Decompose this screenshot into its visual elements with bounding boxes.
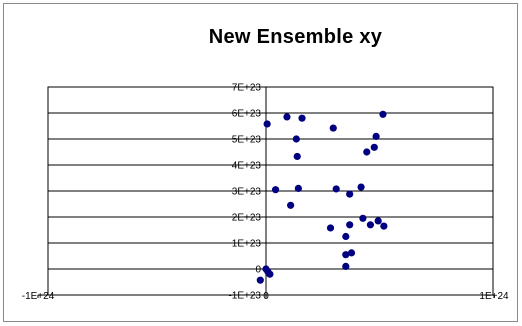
- y-tick-label: 3E+23: [232, 187, 262, 198]
- data-point: [379, 110, 387, 118]
- data-point: [266, 270, 274, 278]
- y-tick-label: 1E+23: [232, 239, 262, 250]
- data-point: [346, 190, 354, 198]
- data-point: [298, 114, 306, 122]
- data-point: [346, 221, 354, 229]
- data-point: [372, 132, 380, 140]
- data-point: [374, 217, 382, 225]
- y-tick-label: 0: [255, 265, 261, 276]
- data-point: [347, 249, 356, 257]
- x-tick-label: 0: [263, 291, 269, 302]
- chart-title: New Ensemble xy: [208, 26, 383, 48]
- data-point: [332, 185, 340, 193]
- data-point: [293, 152, 301, 161]
- data-point: [342, 262, 350, 270]
- data-point: [263, 120, 271, 128]
- y-tick-label: 5E+23: [232, 135, 262, 146]
- data-point: [357, 183, 365, 191]
- data-point: [342, 232, 350, 241]
- data-point: [287, 201, 295, 209]
- y-tick-label: 2E+23: [232, 213, 262, 224]
- y-tick-label: 6E+23: [232, 109, 262, 120]
- y-tick-label: 4E+23: [232, 161, 262, 172]
- data-point: [380, 222, 388, 230]
- data-point: [292, 135, 300, 143]
- data-point: [271, 186, 280, 194]
- data-point: [283, 113, 291, 121]
- data-point: [256, 276, 264, 284]
- data-point: [294, 184, 302, 192]
- data-point: [329, 124, 337, 132]
- data-point: [326, 224, 335, 232]
- y-tick-label: -1E+23: [228, 291, 261, 302]
- y-tick-label: 7E+23: [232, 83, 262, 94]
- data-point: [359, 214, 367, 222]
- data-point: [366, 221, 375, 229]
- data-point: [363, 148, 371, 156]
- data-point: [342, 251, 350, 259]
- data-point: [370, 143, 378, 151]
- x-tick-label: -1E+24: [22, 291, 55, 302]
- x-tick-label: 1E+24: [479, 291, 509, 302]
